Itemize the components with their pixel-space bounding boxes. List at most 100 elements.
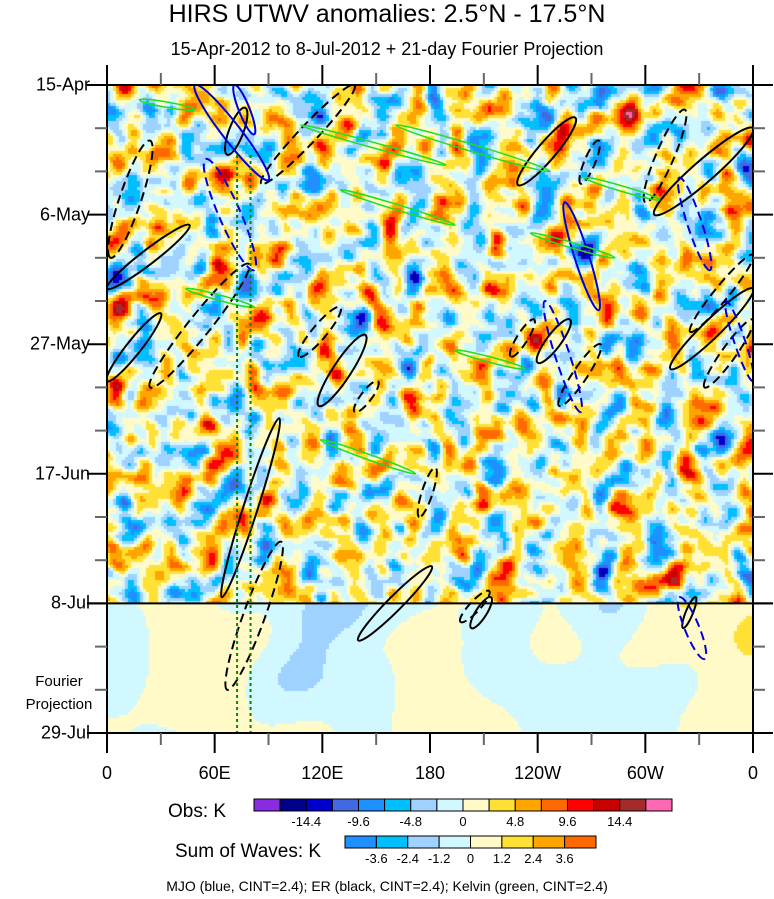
er-contour: [557, 342, 603, 408]
obs-colorbar-swatch: [540, 798, 568, 812]
mjo-contour: [202, 157, 258, 272]
er-contour: [224, 540, 284, 691]
er-contour: [508, 318, 536, 358]
waves-colorbar-swatch: [344, 835, 377, 849]
waves-colorbar-swatch: [532, 835, 566, 849]
obs-colorbar-swatch: [436, 798, 464, 812]
er-contour: [688, 253, 753, 334]
y-tick-label: 29-Jul: [40, 722, 90, 743]
er-contour: [352, 379, 380, 414]
kelvin-contour: [300, 124, 447, 167]
er-contour: [458, 589, 491, 624]
obs-colorbar-swatch: [462, 798, 490, 812]
x-tick-label: 180: [414, 763, 446, 783]
obs-colorbar-swatch: [514, 798, 542, 812]
er-contour: [107, 139, 154, 259]
er-contour: [107, 312, 163, 383]
fourier-label-line2: Projection: [25, 696, 93, 713]
obs-colorbar-swatch: [279, 798, 307, 812]
obs-colorbar-swatch: [567, 798, 595, 812]
waves-colorbar-label: 2.4: [524, 851, 543, 866]
kelvin-contour: [454, 349, 526, 370]
waves-colorbar-swatch: [501, 835, 534, 849]
waves-colorbar-label: 0: [466, 851, 475, 866]
kelvin-contour: [583, 176, 661, 201]
waves-colorbar-title: Sum of Waves: K: [175, 841, 322, 862]
x-tick-label: 120W: [514, 763, 562, 783]
obs-colorbar-swatch: [358, 798, 386, 812]
x-tick-label: 120E: [301, 763, 344, 783]
kelvin-contour: [138, 98, 196, 112]
x-tick-label: 60E: [198, 763, 231, 783]
chart-subtitle: 15-Apr-2012 to 8-Jul-2012 + 21-day Fouri…: [170, 39, 604, 59]
obs-colorbar-swatch: [619, 798, 647, 812]
obs-colorbar-swatch: [331, 798, 359, 812]
obs-colorbar-swatch: [645, 798, 673, 812]
er-contour: [356, 565, 434, 642]
waves-colorbar-label: 1.2: [492, 851, 511, 866]
waves-colorbar-label: -1.2: [427, 851, 451, 866]
er-contour: [148, 262, 251, 389]
mjo-contour: [676, 176, 713, 272]
er-contour: [668, 287, 753, 371]
y-tick-label: 15-Apr: [35, 74, 90, 95]
obs-colorbar-swatch: [305, 798, 333, 812]
obs-colorbar-label: -9.6: [347, 814, 370, 829]
waves-colorbar-swatch: [564, 835, 597, 849]
er-contour: [516, 116, 578, 187]
obs-colorbar-swatch: [384, 798, 412, 812]
y-tick-label: 17-Jun: [34, 463, 90, 484]
er-contour: [220, 417, 282, 599]
mjo-contour: [193, 85, 271, 182]
obs-colorbar-label: 9.6: [558, 814, 577, 829]
er-contour: [578, 139, 601, 185]
plot-frame: [106, 84, 754, 734]
er-contour: [702, 318, 753, 389]
mjo-contour: [676, 596, 708, 661]
obs-colorbar-swatch: [410, 798, 438, 812]
contour-group: [107, 85, 753, 691]
waves-colorbar-label: 3.6: [555, 851, 574, 866]
obs-colorbar-swatch: [488, 798, 516, 812]
obs-colorbar-title: Obs: K: [168, 801, 227, 822]
kelvin-contour: [395, 124, 551, 173]
er-contour: [535, 318, 572, 365]
x-tick-label: 0: [101, 763, 113, 783]
er-contour: [316, 333, 368, 408]
kelvin-contour: [319, 438, 417, 475]
kelvin-contour: [339, 188, 456, 227]
obs-colorbar-label: 14.4: [607, 814, 633, 829]
kelvin-contour: [185, 287, 255, 309]
fourier-projection-label: Fourier Projection: [20, 670, 98, 716]
mjo-contour: [542, 299, 583, 414]
waves-colorbar-label: -3.6: [365, 851, 388, 866]
y-tick-label: 27-May: [29, 333, 90, 354]
waves-colorbar-label: -2.4: [396, 851, 419, 866]
er-contour: [642, 108, 688, 204]
kelvin-contour: [529, 232, 616, 259]
er-contour: [223, 106, 249, 156]
y-tick-label: 8-Jul: [50, 592, 90, 613]
waves-colorbar-swatch: [407, 835, 440, 849]
obs-colorbar-swatch: [253, 798, 281, 812]
mjo-contour: [562, 201, 602, 312]
x-tick-label: 0: [747, 763, 759, 783]
mjo-contour: [724, 299, 753, 383]
waves-colorbar-swatch: [438, 835, 471, 849]
waves-colorbar-swatch: [470, 835, 503, 849]
y-tick-label: 6-May: [39, 204, 90, 225]
waves-colorbar-swatch: [375, 835, 409, 849]
er-contour: [469, 595, 494, 630]
fourier-label-line1: Fourier: [35, 673, 83, 690]
x-tick-label: 60W: [626, 763, 664, 783]
chart-title: HIRS UTWV anomalies: 2.5°N - 17.5°N: [168, 0, 606, 28]
er-contour: [107, 223, 191, 291]
obs-colorbar-label: -14.4: [291, 814, 322, 829]
er-contour: [416, 466, 438, 519]
er-contour: [297, 305, 342, 358]
obs-colorbar-label: -4.8: [399, 814, 422, 829]
obs-colorbar-label: 0: [459, 814, 467, 829]
obs-colorbar-label: 4.8: [506, 814, 525, 829]
obs-colorbar-swatch: [593, 798, 621, 812]
